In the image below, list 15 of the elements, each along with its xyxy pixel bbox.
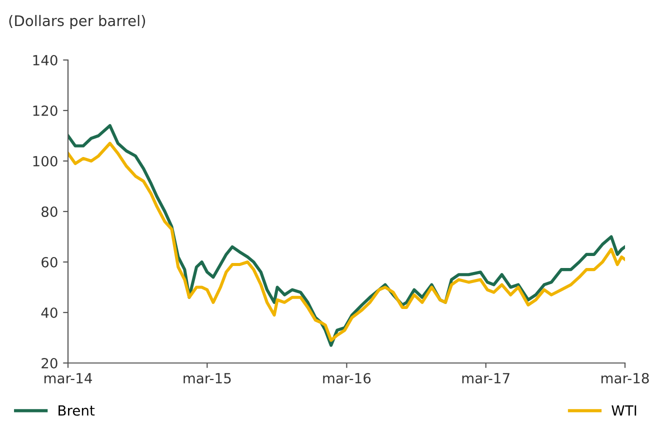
x-tick-label: mar-17 [462,373,510,384]
x-tick-label: mar-16 [323,372,371,384]
x-tick-label: mar-15 [184,373,231,384]
y-tick-label: 120 [33,105,58,116]
y-tick-label: 20 [42,358,58,368]
x-tick-label: mar-14 [44,373,92,384]
legend-label: Brent [58,405,95,416]
y-tick-label: 100 [33,156,58,166]
y-axis-title: (Dollars per barrel) [9,14,146,30]
y-tick-label: 140 [33,54,58,66]
x-tick-label: mar-18 [601,372,649,384]
y-tick-label: 60 [42,256,58,268]
y-tick-label: 80 [42,206,58,217]
y-tick-label: 40 [41,307,58,318]
legend-label: WTI [612,405,636,416]
